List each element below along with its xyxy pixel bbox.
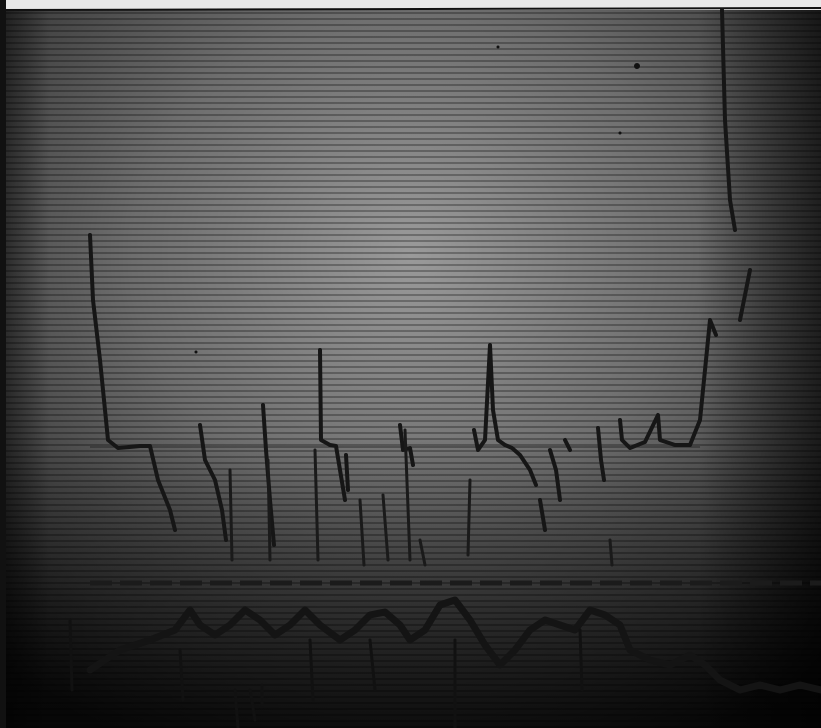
speck	[618, 131, 622, 135]
vertical-spikes	[228, 428, 614, 567]
upper-trace	[88, 8, 752, 547]
lower-spikes	[68, 618, 584, 728]
speck	[634, 63, 640, 69]
top-edge	[0, 7, 821, 11]
speck	[194, 350, 198, 354]
specks	[194, 45, 640, 354]
lower-trace	[86, 596, 821, 694]
top-strip	[0, 0, 821, 10]
left-edge	[0, 0, 6, 728]
speck	[496, 45, 500, 49]
